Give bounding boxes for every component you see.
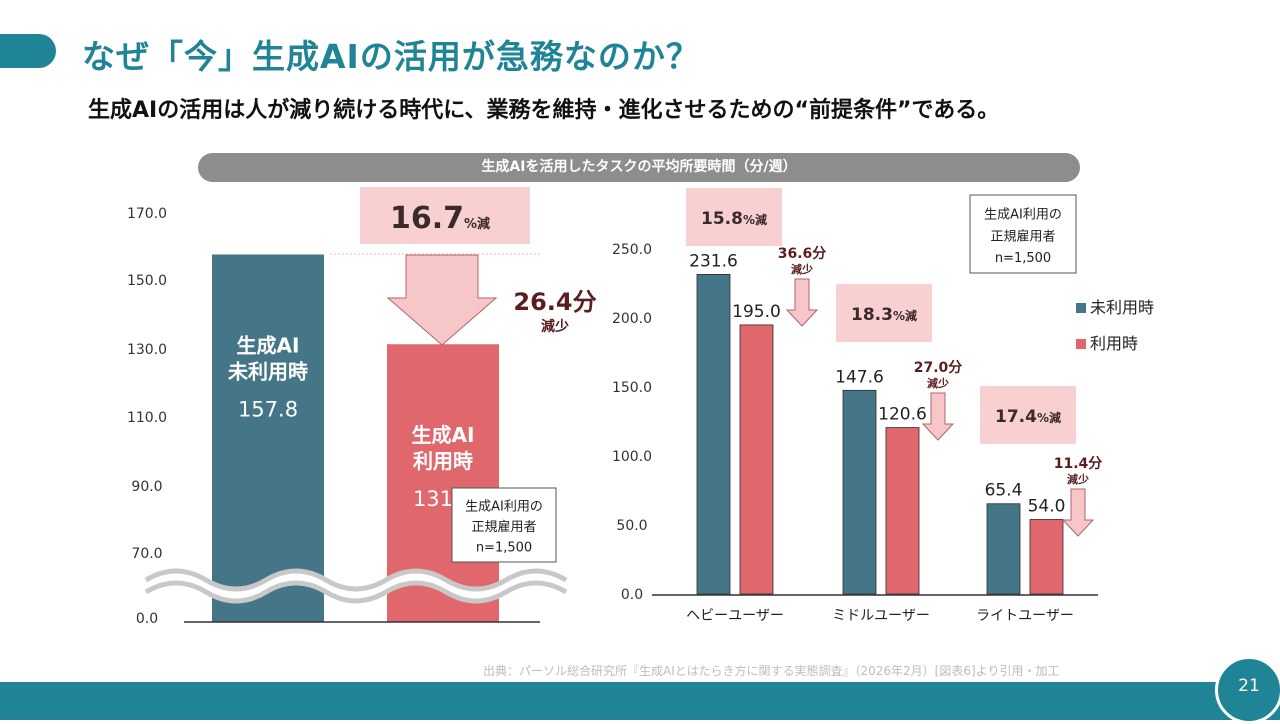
slide-subtitle: 生成AIの活用は人が減り続ける時代に、業務を維持・進化させるための“前提条件”で… [88, 98, 1000, 123]
right-bar-value-label: 147.6 [835, 367, 884, 387]
right-x-tick-label: ライトユーザー [976, 608, 1074, 624]
left-bar-label-line-1: 生成AI [412, 423, 475, 447]
right-reduction-pct-1-unit: %減 [743, 212, 767, 227]
right-note-line-3: n=1,500 [995, 251, 1051, 266]
left-note-box [451, 487, 557, 563]
right-reduction-arrow-3 [1061, 488, 1095, 537]
right-reduction-pct-2-unit: %減 [893, 308, 917, 323]
right-x-tick-label: ミドルユーザー [832, 608, 930, 624]
right-reduction-arrow-1 [785, 278, 819, 327]
footer-bar [0, 682, 1280, 720]
right-bar-value-label: 65.4 [985, 481, 1023, 501]
left-reduction-pct-unit: %減 [464, 216, 490, 232]
left-note-line-2: 正規雇用者 [471, 519, 536, 535]
right-reduction-arrow-2 [921, 392, 955, 441]
right-reduction-pct-2: 18.3%減 [851, 305, 917, 325]
left-bar-label-line-2: 未利用時 [228, 359, 308, 383]
left-reduction-box [360, 187, 530, 244]
page-number-badge: 21 [1215, 656, 1280, 724]
page-number: 21 [1238, 676, 1260, 696]
left-reduction-minutes-unit: 減少 [541, 318, 569, 335]
left-y-tick-label: 0.0 [136, 611, 158, 627]
right-note-line-2: 正規雇用者 [990, 228, 1055, 244]
axis-break-wave-bottom [144, 580, 568, 604]
right-reduction-pct-3-value: 17.4 [995, 407, 1037, 427]
left-bar-label-line-1: 生成AI [237, 333, 300, 357]
right-bar-used-2 [885, 427, 920, 595]
right-bar-used-1 [739, 324, 774, 595]
right-reduction-box-3 [980, 386, 1076, 444]
right-y-tick-label: 50.0 [616, 518, 647, 534]
right-y-tick-label: 100.0 [612, 449, 652, 465]
right-reduction-minutes-unit-2: 減少 [927, 376, 949, 390]
right-reduction-minutes-2: 27.0分 [914, 360, 963, 376]
legend-label-not-used: 未利用時 [1090, 298, 1154, 317]
left-note-line-3: n=1,500 [476, 541, 532, 556]
source-citation: 出典：パーソル総合研究所『生成AIとはたらき方に関する実態調査』（2026年2月… [483, 664, 1060, 678]
left-bar-label-line-2: 利用時 [413, 449, 473, 473]
right-bar-value-label: 120.6 [878, 405, 927, 425]
right-y-tick-label: 250.0 [612, 242, 652, 258]
right-reduction-box-2 [836, 284, 932, 342]
right-reduction-minutes-unit-1: 減少 [791, 262, 813, 276]
right-reduction-minutes-unit-3: 減少 [1067, 472, 1089, 486]
legend-swatch-not-used [1076, 303, 1086, 313]
right-reduction-minutes-1: 36.6分 [778, 246, 827, 262]
right-bar-value-label: 54.0 [1028, 496, 1066, 516]
right-bar-not-used-3 [986, 503, 1021, 595]
right-note-line-1: 生成AI利用の [984, 208, 1062, 223]
right-y-tick-label: 150.0 [612, 380, 652, 396]
left-reduction-pct-value: 16.7 [390, 201, 464, 236]
left-y-tick-label: 90.0 [131, 479, 162, 495]
right-bar-not-used-2 [842, 389, 877, 595]
legend-label-used: 利用時 [1090, 334, 1138, 353]
axis-break-gap [142, 570, 570, 602]
right-note-box [969, 194, 1077, 274]
right-y-tick-label: 200.0 [612, 311, 652, 327]
left-y-tick-label: 130.0 [127, 342, 167, 358]
right-reduction-pct-1-value: 15.8 [701, 209, 743, 229]
left-bar-1 [212, 254, 324, 623]
right-y-tick-label: 0.0 [621, 587, 643, 603]
right-reduction-box-1 [686, 188, 782, 246]
right-reduction-minutes-3: 11.4分 [1054, 456, 1103, 472]
left-y-tick-label: 70.0 [131, 546, 162, 562]
right-bar-value-label: 231.6 [689, 251, 738, 271]
right-bar-value-label: 195.0 [732, 302, 781, 322]
legend-swatch-used [1076, 339, 1086, 349]
right-bar-not-used-1 [696, 273, 731, 595]
right-reduction-pct-3: 17.4%減 [995, 407, 1061, 427]
left-note-line-1: 生成AI利用の [465, 500, 543, 515]
right-x-tick-label: ヘビーユーザー [686, 608, 784, 624]
left-y-tick-label: 170.0 [127, 206, 167, 222]
left-reduction-arrow [386, 254, 498, 346]
right-reduction-pct-1: 15.8%減 [701, 209, 767, 229]
left-y-tick-label: 150.0 [127, 273, 167, 289]
right-reduction-pct-3-unit: %減 [1037, 410, 1061, 425]
chart-title-banner: 生成AIを活用したタスクの平均所要時間（分/週） [198, 153, 1080, 182]
left-bar-value-label: 157.8 [238, 397, 298, 421]
axis-break-wave-top [144, 568, 568, 592]
title-accent-tab [0, 34, 56, 68]
left-reduction-minutes: 26.4分 [513, 288, 596, 316]
left-y-tick-label: 110.0 [127, 410, 167, 426]
right-reduction-pct-2-value: 18.3 [851, 305, 893, 325]
slide-title: なぜ「今」生成AIの活用が急務なのか？ [82, 37, 700, 76]
left-reduction-pct: 16.7%減 [390, 201, 490, 236]
right-bar-used-3 [1029, 519, 1064, 595]
